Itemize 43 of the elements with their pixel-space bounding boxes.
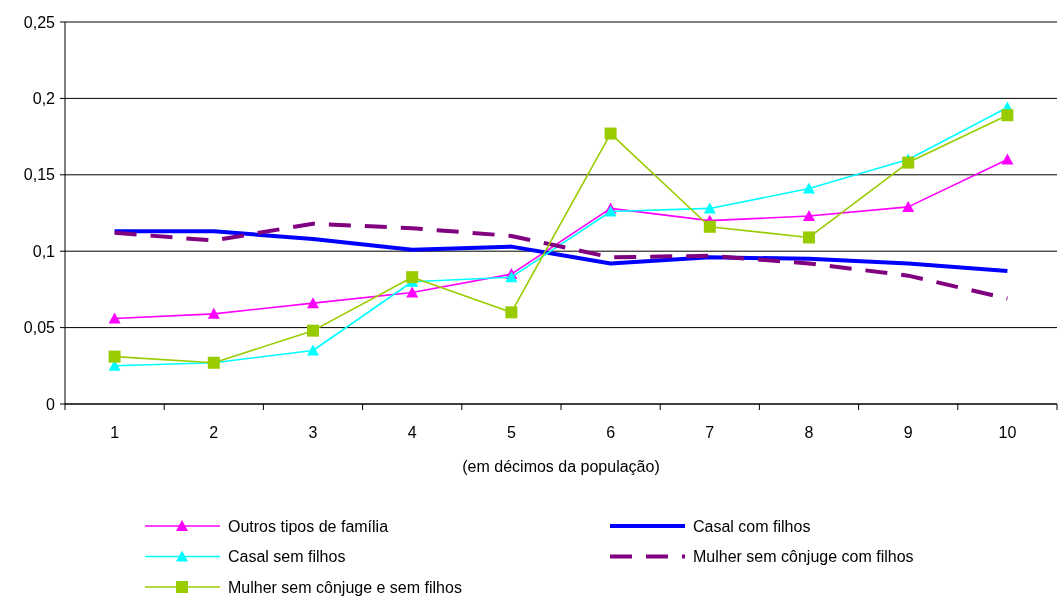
point [406,286,419,298]
point [108,312,121,324]
legend-label: Casal sem filhos [228,548,346,566]
line-series [112,221,1010,301]
x-tick-label: 8 [804,424,814,441]
point [803,231,815,244]
point [307,297,319,309]
point [307,324,319,337]
legend-label: Mulher sem cônjuge e sem filhos [228,578,462,596]
y-tick-label: 0,15 [23,166,56,184]
legend-label: Casal com filhos [693,517,811,535]
x-tick-label: 1 [110,424,120,441]
point [703,220,716,233]
point [505,306,518,319]
point [207,307,220,319]
y-tick-label: 0,25 [23,13,56,31]
legend-label: Outros tipos de família [228,517,389,535]
point [803,210,815,222]
x-tick-label: 6 [606,424,616,441]
x-tick-label: 4 [407,424,417,441]
point [307,344,319,356]
x-tick-label: 9 [903,424,913,441]
x-tick-label: 7 [705,424,715,441]
line-series [112,229,1010,274]
y-tick-label: 0,1 [32,242,56,260]
y-tick-label: 0 [46,395,56,413]
point [108,350,121,363]
point [1001,109,1014,122]
x-axis-title: (em décimos da população) [462,458,660,475]
x-tick-label: 10 [998,424,1017,441]
point [406,271,419,284]
x-tick-label: 2 [209,424,219,441]
y-tick-label: 0,2 [32,90,56,107]
point [1001,153,1014,165]
y-tick-label: 0,05 [23,319,56,337]
legend-label: Mulher sem cônjuge com filhos [693,548,914,566]
point [703,202,716,214]
point [902,200,915,212]
point [604,127,617,140]
x-tick-label: 3 [308,424,318,441]
x-tick-label: 5 [506,424,516,441]
point [803,182,815,194]
point [902,156,915,169]
